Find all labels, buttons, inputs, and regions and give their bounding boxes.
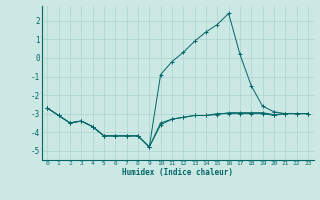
X-axis label: Humidex (Indice chaleur): Humidex (Indice chaleur) bbox=[122, 168, 233, 177]
